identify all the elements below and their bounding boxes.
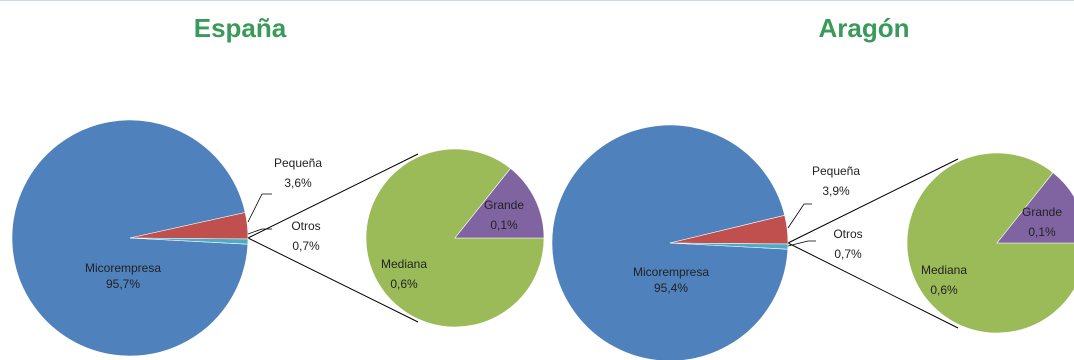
chart-title-aragon: Aragón <box>818 13 910 43</box>
ar-otros-name: Otros <box>833 227 862 241</box>
es-pequena-value: 3,6% <box>284 176 312 190</box>
ar-micro-name: Micorempresa <box>633 265 709 279</box>
connector-line <box>247 237 419 323</box>
espana-breakdown-pie <box>365 148 545 328</box>
es-micro-value: 95,7% <box>106 277 140 291</box>
ar-grande-name: Grande <box>1022 205 1062 219</box>
espana-main-pie <box>11 119 249 357</box>
ar-otros-value: 0,7% <box>834 247 862 261</box>
ar-pequena-value: 3,9% <box>822 184 850 198</box>
pie-slice-grande <box>454 167 545 239</box>
aragon-breakdown-pie <box>906 152 1074 334</box>
ar-grande-value: 0,1% <box>1028 225 1056 239</box>
es-otros-value: 0,7% <box>292 239 320 253</box>
pie-slice-grande <box>996 172 1074 244</box>
pie-slice-otros <box>129 237 249 245</box>
aragon-main-pie <box>551 124 789 360</box>
pie-slice-micorempresa <box>551 124 789 360</box>
pie-slice-micorempresa <box>11 119 249 357</box>
top-border <box>0 0 1074 1</box>
es-grande-name: Grande <box>484 198 524 212</box>
ar-mediana-value: 0,6% <box>930 283 958 297</box>
connector-line <box>787 242 959 329</box>
es-mediana-name: Mediana <box>381 257 427 271</box>
ar-mediana-name: Mediana <box>921 263 967 277</box>
es-otros-name: Otros <box>291 219 320 233</box>
es-mediana-value: 0,6% <box>390 277 418 291</box>
chart-title-espana: España <box>193 13 287 43</box>
connector-line <box>787 158 959 244</box>
pie-slice-otros <box>669 242 789 250</box>
es-pequena-name: Pequeña <box>274 156 322 170</box>
connector-line <box>247 153 419 239</box>
es-micro-name: Micorempresa <box>85 261 161 275</box>
ar-pequena-name: Pequeña <box>812 164 860 178</box>
es-grande-value: 0,1% <box>490 218 518 232</box>
pie-slice-mediana <box>906 152 1074 334</box>
ar-micro-value: 95,4% <box>654 281 688 295</box>
